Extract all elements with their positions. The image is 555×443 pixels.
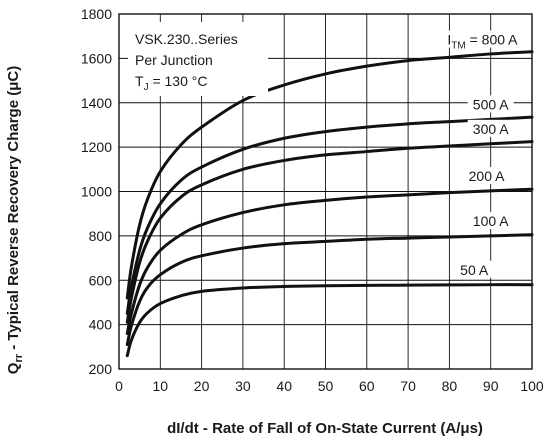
x-tick-labels: 0 10 20 30 40 50 60 70 80 90 100 bbox=[115, 378, 544, 394]
series-curve bbox=[125, 283, 534, 358]
series-label-main: 200 A bbox=[469, 168, 505, 184]
x-tick-label: 50 bbox=[318, 378, 334, 394]
y-tick-label: 1800 bbox=[81, 6, 112, 22]
y-axis-title-subscript: rr bbox=[13, 353, 25, 362]
series-curve bbox=[125, 115, 534, 316]
x-tick-label: 80 bbox=[442, 378, 458, 394]
annotation-temp-subscript: J bbox=[144, 82, 149, 93]
x-axis-title: dI/dt - Rate of Fall of On-State Current… bbox=[167, 420, 483, 437]
y-tick-label: 600 bbox=[89, 272, 113, 288]
series-label-background bbox=[467, 211, 514, 229]
curve-labels: ITM = 800 A 500 A 300 A 200 A 100 A 50 A bbox=[429, 30, 536, 278]
y-tick-label: 1000 bbox=[81, 184, 112, 200]
series-label-main: I bbox=[447, 32, 451, 48]
series-label-background bbox=[467, 119, 514, 137]
y-tick-label: 800 bbox=[89, 228, 113, 244]
curves bbox=[125, 50, 534, 358]
annotation-background bbox=[128, 22, 268, 96]
series-label: 500 A bbox=[473, 96, 509, 112]
x-tick-label: 30 bbox=[235, 378, 251, 394]
series-label: 50 A bbox=[460, 262, 489, 278]
series-label: 300 A bbox=[473, 121, 509, 137]
series-curve bbox=[125, 187, 534, 335]
series-label: ITM = 800 A bbox=[447, 32, 518, 52]
x-tick-label: 70 bbox=[400, 378, 416, 394]
series-label-background bbox=[429, 30, 536, 48]
annotation-box: VSK.230..Series Per Junction TJ = 130 °C bbox=[128, 22, 268, 96]
x-tick-label: 0 bbox=[115, 378, 123, 394]
series-label-background bbox=[451, 260, 498, 278]
x-tick-label: 100 bbox=[520, 378, 544, 394]
series-label-rest: = 800 A bbox=[466, 32, 518, 48]
series-curve bbox=[125, 233, 534, 347]
series-label-background bbox=[463, 167, 510, 185]
series-label-background bbox=[467, 95, 514, 113]
series-label-subscript: TM bbox=[451, 41, 465, 52]
x-tick-label: 90 bbox=[483, 378, 499, 394]
y-axis-title-symbol: Q bbox=[5, 362, 22, 374]
x-tick-label: 10 bbox=[153, 378, 169, 394]
y-tick-label: 200 bbox=[89, 361, 113, 377]
annotation-temperature: TJ = 130 °C bbox=[135, 73, 207, 93]
annotation-temp-symbol: T bbox=[135, 73, 144, 89]
x-tick-label: 20 bbox=[194, 378, 210, 394]
y-tick-labels: 200 400 600 800 1000 1200 1400 1600 1800 bbox=[81, 6, 112, 377]
annotation-temp-value: = 130 °C bbox=[149, 73, 208, 89]
series-label: 100 A bbox=[473, 213, 509, 229]
series-curve bbox=[125, 50, 534, 300]
x-tick-label: 40 bbox=[276, 378, 292, 394]
y-tick-label: 400 bbox=[89, 317, 113, 333]
series-label-main: 50 A bbox=[460, 262, 489, 278]
plot-frame bbox=[118, 13, 533, 370]
x-tick-label: 60 bbox=[359, 378, 375, 394]
y-tick-label: 1600 bbox=[81, 50, 112, 66]
series-curve bbox=[125, 140, 534, 324]
y-tick-label: 1200 bbox=[81, 139, 112, 155]
y-tick-label: 1400 bbox=[81, 95, 112, 111]
series-label-main: 300 A bbox=[473, 121, 509, 137]
annotation-series: VSK.230..Series bbox=[135, 31, 238, 47]
series-label-main: 500 A bbox=[473, 96, 509, 112]
series-label: 200 A bbox=[469, 168, 505, 184]
annotation-junction: Per Junction bbox=[135, 52, 213, 68]
y-axis-title: Qrr - Typical Reverse Recovery Charge (μ… bbox=[5, 66, 25, 374]
series-label-main: 100 A bbox=[473, 213, 509, 229]
y-axis-title-text: - Typical Reverse Recovery Charge (μC) bbox=[5, 66, 22, 354]
